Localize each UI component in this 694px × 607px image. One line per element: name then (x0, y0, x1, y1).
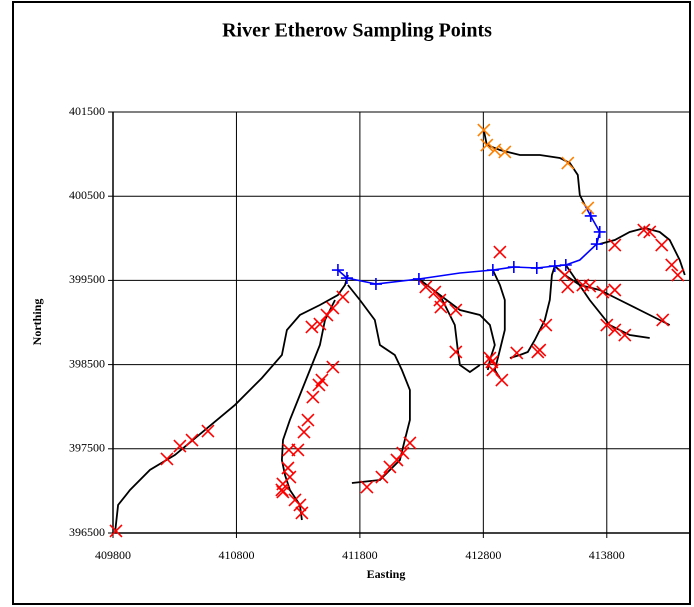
sampling-point (320, 308, 334, 322)
sampling-point (558, 268, 572, 282)
sampling-point (498, 145, 512, 159)
sampling-point (313, 317, 327, 331)
sampling-point (561, 156, 575, 170)
sampling-point (596, 285, 610, 299)
sampling-point (297, 425, 311, 439)
sampling-point (655, 238, 669, 252)
river-line (491, 269, 506, 379)
sampling-point (295, 506, 309, 520)
y-tick-label: 398500 (69, 356, 105, 370)
sampling-point (331, 264, 344, 277)
chart-frame (12, 1, 691, 605)
river-line (280, 299, 336, 521)
sampling-point (530, 262, 543, 275)
x-tick-label: 410800 (218, 548, 254, 562)
sampling-point (428, 285, 442, 299)
sampling-point (306, 390, 320, 404)
sampling-point (559, 258, 572, 271)
sampling-point (412, 272, 425, 285)
sampling-point (185, 433, 199, 447)
sampling-point (507, 261, 520, 274)
sampling-point (375, 470, 389, 484)
sampling-point (600, 318, 614, 332)
sampling-point (671, 268, 685, 282)
x-tick-label: 412800 (465, 548, 501, 562)
sampling-point (449, 345, 463, 359)
sampling-point (488, 143, 502, 157)
sampling-point (396, 446, 410, 460)
sampling-point (305, 320, 319, 334)
sampling-point (643, 225, 657, 239)
sampling-point (608, 323, 622, 337)
sampling-point (326, 360, 340, 374)
sampling-point (548, 260, 561, 273)
x-tick-label: 413800 (589, 548, 625, 562)
sampling-point (483, 351, 497, 365)
y-tick-label: 399500 (69, 272, 105, 286)
sampling-point (539, 318, 553, 332)
sampling-point (173, 439, 187, 453)
sampling-point (312, 378, 326, 392)
sampling-point (282, 443, 296, 457)
sampling-point (419, 280, 433, 294)
sampling-point (434, 300, 448, 314)
sampling-point (590, 238, 603, 251)
sampling-point (608, 238, 622, 252)
sampling-point (369, 278, 382, 291)
sampling-point (593, 225, 606, 238)
sampling-point (495, 373, 509, 387)
sampling-point (276, 485, 290, 499)
sampling-point (608, 283, 622, 297)
y-axis-title: Northing (30, 299, 44, 346)
sampling-point (293, 498, 307, 512)
sampling-point (618, 328, 632, 342)
sampling-point (201, 424, 215, 438)
river-line (439, 294, 481, 374)
sampling-point (477, 123, 491, 137)
sampling-point (449, 303, 463, 317)
sampling-point (403, 436, 417, 450)
river-line (114, 274, 349, 534)
sampling-point (301, 413, 315, 427)
y-tick-label: 401500 (69, 104, 105, 118)
sampling-point (510, 346, 524, 360)
sampling-point (486, 264, 499, 277)
sampling-point (581, 201, 595, 215)
sampling-point (340, 272, 353, 285)
sampling-point (480, 138, 494, 152)
sampling-point (336, 290, 350, 304)
x-tick-label: 411800 (342, 548, 378, 562)
sampling-point (583, 279, 597, 293)
x-tick-label: 409800 (95, 548, 131, 562)
sampling-point (493, 245, 507, 259)
y-tick-label: 400500 (69, 188, 105, 202)
sampling-point (160, 452, 174, 466)
y-tick-label: 397500 (69, 441, 105, 455)
sampling-point (665, 258, 679, 272)
sampling-point (360, 480, 374, 494)
river-line (347, 284, 411, 484)
x-axis-title: Easting (367, 567, 406, 581)
sampling-point (533, 343, 547, 357)
sampling-point (656, 313, 670, 327)
y-tick-label: 396500 (69, 525, 105, 539)
sampling-point (561, 280, 575, 294)
sampling-point (109, 524, 123, 538)
chart-title: River Etherow Sampling Points (222, 20, 492, 42)
